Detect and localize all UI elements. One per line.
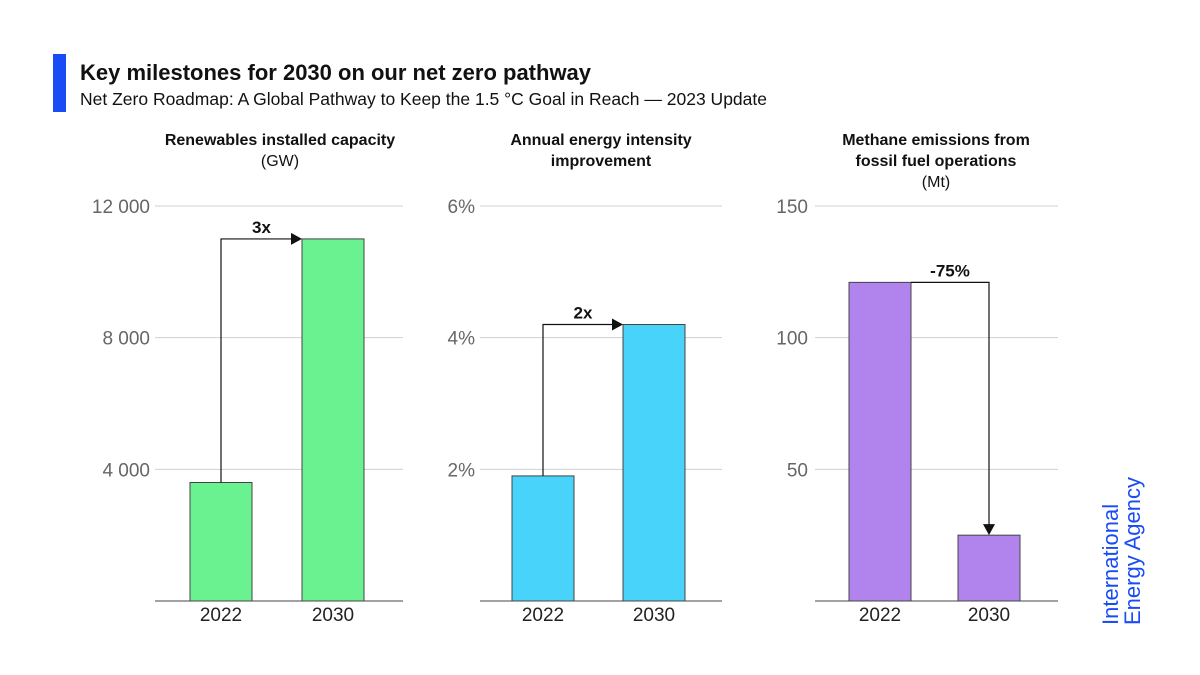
chart-title: Key milestones for 2030 on our net zero … (80, 60, 592, 85)
y-tick-label: 6% (448, 197, 476, 218)
logo-line-2: Energy Agency (1120, 477, 1145, 625)
arrowhead-icon (291, 232, 302, 245)
change-label: -75% (930, 261, 970, 280)
bar-2030 (957, 534, 1021, 602)
iea-logo: International Energy Agency (1098, 477, 1145, 625)
x-tick-label: 2030 (312, 605, 354, 626)
arrowhead-icon (983, 524, 995, 536)
y-tick-label: 50 (787, 460, 808, 481)
change-arrow-line (220, 238, 292, 483)
chart-subtitle: Net Zero Roadmap: A Global Pathway to Ke… (80, 89, 767, 109)
bar-2030 (301, 238, 365, 602)
x-tick-label: 2030 (633, 605, 675, 626)
y-tick-label: 100 (776, 329, 808, 350)
x-tick-label: 2022 (200, 605, 242, 626)
bar-2022 (511, 475, 575, 602)
x-tick-label: 2030 (968, 605, 1010, 626)
y-tick-label: 12 000 (92, 197, 150, 218)
arrowhead-icon (612, 318, 623, 331)
y-tick-label: 8 000 (102, 329, 150, 350)
panel-title-text: Renewables installed capacity (164, 132, 396, 149)
change-arrow-line (911, 281, 990, 526)
y-tick-label: 2% (448, 460, 476, 481)
change-label: 3x (252, 218, 271, 237)
bar-2022 (189, 482, 253, 602)
title-accent-bar (53, 54, 66, 112)
y-tick-label: 150 (776, 197, 808, 218)
panel-title-methane: Methane emissions from fossil fuel opera… (786, 130, 1086, 193)
panel-unit: (GW) (260, 153, 300, 170)
x-tick-label: 2022 (859, 605, 901, 626)
y-tick-label: 4% (448, 329, 476, 350)
panel-title-text: Methane emissions from fossil fuel opera… (842, 132, 1030, 170)
panel-title-renewables: Renewables installed capacity (GW) (130, 130, 430, 172)
bar-2022 (848, 281, 912, 602)
y-tick-label: 4 000 (102, 460, 150, 481)
change-label: 2x (574, 304, 593, 323)
bar-2030 (622, 324, 686, 602)
change-arrow-line (542, 323, 613, 476)
panel-unit: (Mt) (921, 174, 951, 191)
logo-line-1: International (1098, 503, 1123, 625)
panel-title-text: Annual energy intensity improvement (510, 132, 692, 170)
panel-title-energy-intensity: Annual energy intensity improvement (451, 130, 751, 172)
x-tick-label: 2022 (522, 605, 564, 626)
